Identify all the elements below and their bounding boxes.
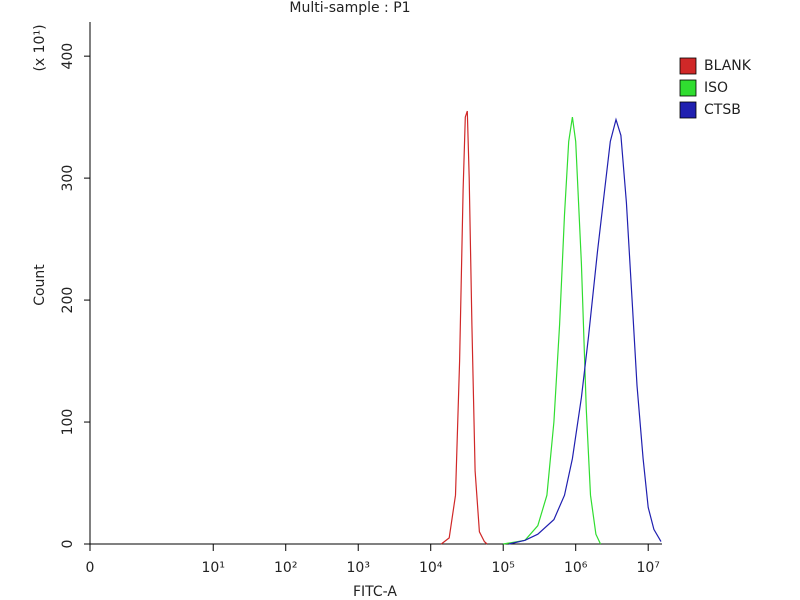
legend-swatch (679, 57, 697, 75)
series-line (508, 117, 662, 545)
legend-swatch (679, 79, 697, 97)
y-tick-label: 0 (60, 540, 76, 549)
y-multiplier: (x 10¹) (32, 24, 48, 71)
x-tick-label: 10² (274, 560, 297, 576)
x-tick-label: 10¹ (202, 560, 225, 576)
y-tick-label: 300 (60, 165, 76, 192)
series-line (440, 110, 488, 545)
series-line (503, 117, 602, 545)
y-axis-label: Count (32, 264, 48, 306)
legend-label: BLANK (704, 58, 752, 74)
x-tick-label: 10⁶ (564, 560, 588, 576)
x-axis-label: FITC-A (353, 584, 397, 600)
legend-swatch (679, 101, 697, 119)
y-tick-label: 100 (60, 409, 76, 436)
y-tick-label: 400 (60, 43, 76, 70)
chart-title: Multi-sample : P1 (289, 0, 410, 16)
y-tick-label: 200 (60, 287, 76, 314)
x-tick-label: 10⁷ (636, 560, 659, 576)
legend-label: ISO (704, 80, 728, 96)
x-tick-label: 10⁴ (419, 560, 443, 576)
x-tick-label: 0 (86, 560, 95, 576)
legend-label: CTSB (704, 102, 741, 118)
x-tick-label: 10⁵ (491, 560, 514, 576)
x-tick-label: 10³ (347, 560, 370, 576)
